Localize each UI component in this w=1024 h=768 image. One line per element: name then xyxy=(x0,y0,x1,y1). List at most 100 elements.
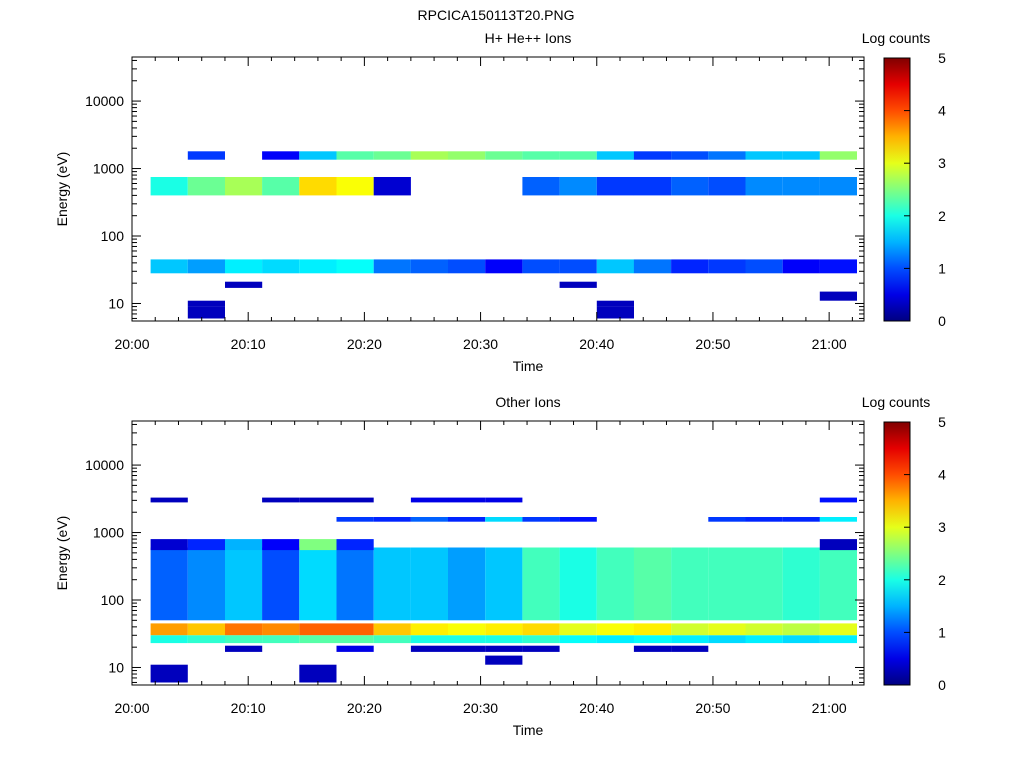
heatmap-cell xyxy=(150,539,188,551)
heatmap-cell xyxy=(187,151,225,160)
heatmap-cell xyxy=(448,517,486,522)
x-axis-label: Time xyxy=(513,722,544,738)
heatmap-cell xyxy=(596,151,634,160)
heatmap-cell xyxy=(708,623,746,636)
panel-other-ions: 20:00 20:10 20:20 20:30 20:40 20:50 21:0010100… xyxy=(54,394,946,738)
heatmap-cell xyxy=(187,300,225,307)
heatmap-cell xyxy=(633,635,672,644)
heatmap-cell xyxy=(633,259,672,274)
heatmap-cell xyxy=(745,517,783,522)
heatmap-cell xyxy=(819,623,857,636)
heatmap-cell xyxy=(336,151,374,160)
heatmap-cell xyxy=(225,539,263,551)
x-tick-label: 20:40 xyxy=(579,336,614,352)
heatmap-cell xyxy=(671,623,709,636)
heatmap-cell xyxy=(559,177,597,196)
heatmap-cell xyxy=(819,635,857,644)
heatmap-cell xyxy=(485,151,523,160)
heatmap-cell xyxy=(225,645,263,652)
heatmap-cell xyxy=(633,151,672,160)
heatmap-cell xyxy=(559,517,597,522)
heatmap-cell xyxy=(819,259,857,274)
heatmap-cell xyxy=(745,177,783,196)
x-tick-label: 20:30 xyxy=(463,336,498,352)
heatmap-cell xyxy=(336,623,374,636)
heatmap-cell xyxy=(336,177,374,196)
heatmap-cell xyxy=(708,151,746,160)
heatmap-cell xyxy=(336,547,374,621)
heatmap-cell xyxy=(410,259,449,274)
heatmap-cell xyxy=(225,635,263,644)
heatmap-cell xyxy=(150,497,188,503)
colorbar-tick-label: 2 xyxy=(938,208,946,224)
heatmap-cell xyxy=(410,645,449,652)
heatmap-cell xyxy=(187,547,225,621)
heatmap-cell xyxy=(336,259,374,274)
heatmap-cell xyxy=(336,635,374,644)
y-tick-label: 10 xyxy=(108,659,124,675)
heatmap-cell xyxy=(671,151,709,160)
heatmap-cell xyxy=(336,645,374,652)
heatmap-cell xyxy=(150,623,188,636)
heatmap-cell xyxy=(448,151,486,160)
x-tick-label: 20:40 xyxy=(579,700,614,716)
heatmap-cell xyxy=(522,635,560,644)
heatmap-cell xyxy=(708,517,746,522)
heatmap-cell xyxy=(373,635,411,644)
heatmap-cell xyxy=(559,547,597,621)
figure-title: RPCICA150113T20.PNG xyxy=(418,7,575,23)
y-tick-label: 1000 xyxy=(93,161,124,177)
heatmap-cell xyxy=(522,151,560,160)
heatmap-cell xyxy=(150,547,188,621)
heatmap-cell xyxy=(373,623,411,636)
colorbar-tick-label: 0 xyxy=(938,313,946,329)
colorbar-tick-label: 4 xyxy=(938,103,946,119)
heatmap-cell xyxy=(225,177,263,196)
heatmap-cell xyxy=(262,151,300,160)
heatmap-cell xyxy=(150,177,188,196)
y-tick-label: 10000 xyxy=(85,457,124,473)
heatmap-cell xyxy=(782,517,820,522)
heatmap-cell xyxy=(671,547,709,621)
heatmap-cell xyxy=(596,259,634,274)
heatmap-cell xyxy=(187,177,225,196)
colorbar-tick-label: 1 xyxy=(938,260,946,276)
y-axis-label: Energy (eV) xyxy=(54,152,70,227)
heatmap-cell xyxy=(336,539,374,551)
heatmap-cell xyxy=(596,635,634,644)
heatmap-cell xyxy=(187,623,225,636)
x-tick-label: 20:10 xyxy=(231,700,266,716)
heatmap-cell xyxy=(410,623,449,636)
heatmap-cell xyxy=(745,259,783,274)
heatmap-cell xyxy=(782,635,820,644)
y-tick-label: 10 xyxy=(108,295,124,311)
panel-h-he-ions: 20:00 20:10 20:20 20:30 20:40 20:50 21:0010100… xyxy=(54,30,946,374)
heatmap-cell xyxy=(559,259,597,274)
panel-title: Other Ions xyxy=(495,394,560,410)
y-tick-label: 100 xyxy=(101,228,125,244)
heatmap-cell xyxy=(633,645,672,652)
heatmap-cell xyxy=(708,635,746,644)
x-tick-label: 21:00 xyxy=(812,336,847,352)
heatmap-cell xyxy=(671,645,709,652)
heatmap-cell xyxy=(150,259,188,274)
heatmap-cells xyxy=(150,151,857,319)
heatmap-cell xyxy=(225,259,263,274)
heatmap-cell xyxy=(522,517,560,522)
colorbar-tick-label: 3 xyxy=(938,155,946,171)
heatmap-cell xyxy=(819,151,857,160)
heatmap-cell xyxy=(262,539,300,551)
x-axis-label: Time xyxy=(513,358,544,374)
colorbar-tick-label: 4 xyxy=(938,467,946,483)
heatmap-cell xyxy=(708,177,746,196)
y-tick-label: 10000 xyxy=(85,93,124,109)
y-tick-label: 1000 xyxy=(93,525,124,541)
heatmap-cell xyxy=(633,177,672,196)
panel-title: H+ He++ Ions xyxy=(485,30,572,46)
colorbar-tick-label: 5 xyxy=(938,50,946,66)
heatmap-cell xyxy=(522,177,560,196)
heatmap-cell xyxy=(485,517,523,522)
heatmap-cell xyxy=(522,259,560,274)
colorbar-tick-label: 0 xyxy=(938,677,946,693)
